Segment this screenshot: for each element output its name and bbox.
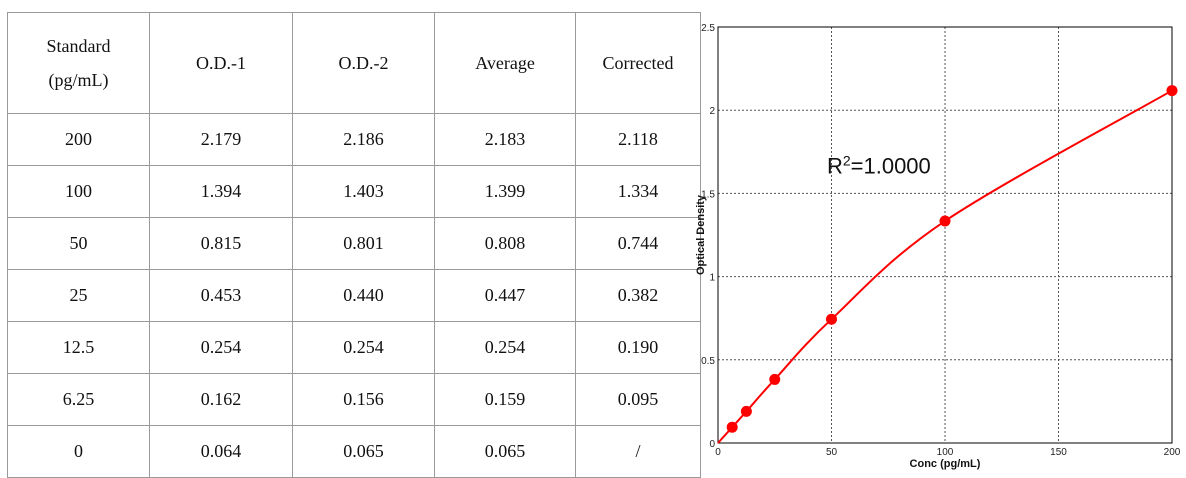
cell-od1: 0.453 [149,269,293,322]
cell-od2: 2.186 [292,113,435,166]
cell-corrected: 1.334 [575,165,701,218]
cell-od1: 0.815 [149,217,293,270]
header-od1: O.D.-1 [149,12,293,114]
header-standard-line1: Standard [46,36,111,56]
data-point [1166,85,1178,97]
cell-corrected: 0.382 [575,269,701,322]
r-squared-sup: 2 [843,152,851,168]
cell-standard: 6.25 [7,373,150,426]
table-row: 50 0.815 0.801 0.808 0.744 [7,217,701,270]
y-axis-label: Optical Density [695,194,707,275]
table-row: 12.5 0.254 0.254 0.254 0.190 [7,321,701,374]
header-od2: O.D.-2 [292,12,435,114]
cell-standard: 100 [7,165,150,218]
cell-od2: 0.156 [292,373,435,426]
header-average: Average [434,12,576,114]
header-standard-line2: (pg/mL) [48,70,109,90]
data-point [740,405,752,417]
cell-average: 0.254 [434,321,576,374]
data-points [726,85,1178,433]
plot-frame [717,26,1173,444]
cell-standard: 12.5 [7,321,150,374]
data-point [939,215,951,227]
cell-corrected: 0.095 [575,373,701,426]
cell-od1: 2.179 [149,113,293,166]
x-axis-label: Conc (pg/mL) [910,458,981,470]
cell-od2: 0.065 [292,425,435,478]
grid [718,27,1172,443]
cell-od1: 0.064 [149,425,293,478]
table-row: 200 2.179 2.186 2.183 2.118 [7,113,701,166]
cell-od2: 0.254 [292,321,435,374]
y-tick-label: 1.5 [701,189,715,200]
x-tick-label: 50 [826,447,838,458]
y-tick-label: 2 [709,106,715,117]
cell-average: 2.183 [434,113,576,166]
cell-corrected: 0.190 [575,321,701,374]
x-tick-label: 150 [1050,447,1067,458]
cell-od2: 0.440 [292,269,435,322]
cell-average: 0.808 [434,217,576,270]
table-row: 6.25 0.162 0.156 0.159 0.095 [7,373,701,426]
cell-standard: 0 [7,425,150,478]
y-tick-label: 2.5 [701,23,715,34]
cell-od1: 1.394 [149,165,293,218]
cell-corrected: 2.118 [575,113,701,166]
header-standard: Standard (pg/mL) [7,12,150,114]
table-row: 100 1.394 1.403 1.399 1.334 [7,165,701,218]
cell-corrected: / [575,425,701,478]
axis-ticks: 0 50 100 150 200 0 0.5 1 1.5 2 2.5 [701,23,1181,458]
table-header-row: Standard (pg/mL) O.D.-1 O.D.-2 Average C… [7,12,701,114]
table-row: 25 0.453 0.440 0.447 0.382 [7,269,701,322]
cell-average: 0.159 [434,373,576,426]
cell-standard: 25 [7,269,150,322]
y-tick-label: 0.5 [701,356,715,367]
header-corrected: Corrected [575,12,701,114]
cell-od1: 0.254 [149,321,293,374]
cell-average: 1.399 [434,165,576,218]
y-tick-label: 0 [709,439,715,450]
cell-od2: 0.801 [292,217,435,270]
r-squared-base: R [827,153,843,178]
cell-standard: 50 [7,217,150,270]
cell-standard: 200 [7,113,150,166]
table-row: 0 0.064 0.065 0.065/ [7,425,701,478]
cell-corrected: 0.744 [575,217,701,270]
r-squared-value: =1.0000 [851,153,931,178]
cell-od1: 0.162 [149,373,293,426]
data-point [726,421,738,433]
cell-average: 0.065 [434,425,576,478]
x-tick-label: 200 [1164,447,1181,458]
y-tick-label: 1 [709,273,715,284]
cell-od2: 1.403 [292,165,435,218]
x-tick-label: 0 [715,447,721,458]
cell-average: 0.447 [434,269,576,322]
r-squared-annotation: R2=1.0000 [827,152,931,178]
table-body: 200 2.179 2.186 2.183 2.118 100 1.394 1.403 1.39… [7,113,701,478]
data-point [769,373,781,385]
data-point [826,313,837,325]
x-tick-label: 100 [937,447,954,458]
standard-table: Standard (pg/mL) O.D.-1 O.D.-2 Average C… [7,12,701,478]
